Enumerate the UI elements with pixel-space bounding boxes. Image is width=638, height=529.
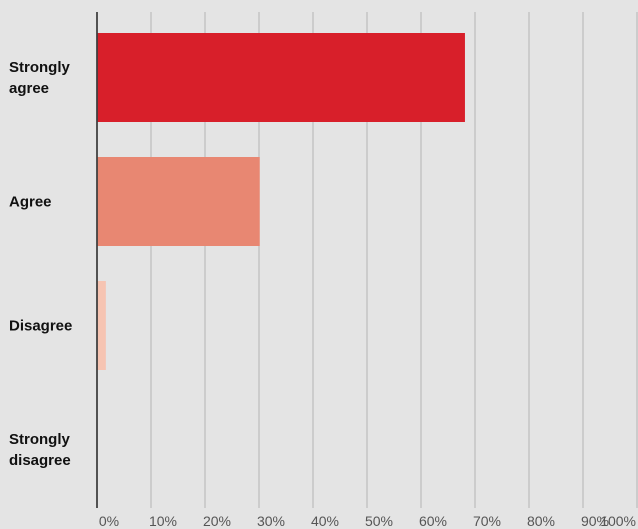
x-tick-label-70: 70% (473, 513, 501, 529)
category-labels: Strongly agree Agree Disagree Strongly disagr… (9, 59, 72, 469)
bar-disagree (97, 281, 106, 370)
category-label-disagree: Disagree (9, 318, 72, 335)
x-tick-label-10: 10% (149, 513, 177, 529)
bar-strongly-agree (97, 33, 465, 122)
bar-agree (97, 157, 260, 246)
category-label-strongly-agree: Strongly agree (9, 59, 70, 97)
x-tick-label-20: 20% (203, 513, 231, 529)
category-label-agree: Agree (9, 194, 52, 211)
x-tick-labels: 0% 10% 20% 30% 40% 50% 60% 70% 80% 90%100% (99, 513, 636, 529)
x-tick-label-0: 0% (99, 513, 119, 529)
category-label-strongly-disagree: Strongly disagree (9, 431, 71, 469)
x-tick-label-100: 100% (600, 513, 636, 529)
x-tick-label-80: 80% (527, 513, 555, 529)
x-tick-label-30: 30% (257, 513, 285, 529)
x-tick-label-90: 90% (581, 513, 609, 529)
x-tick-label-50: 50% (365, 513, 393, 529)
x-tick-label-60: 60% (419, 513, 447, 529)
bars (97, 33, 465, 370)
x-tick-label-40: 40% (311, 513, 339, 529)
